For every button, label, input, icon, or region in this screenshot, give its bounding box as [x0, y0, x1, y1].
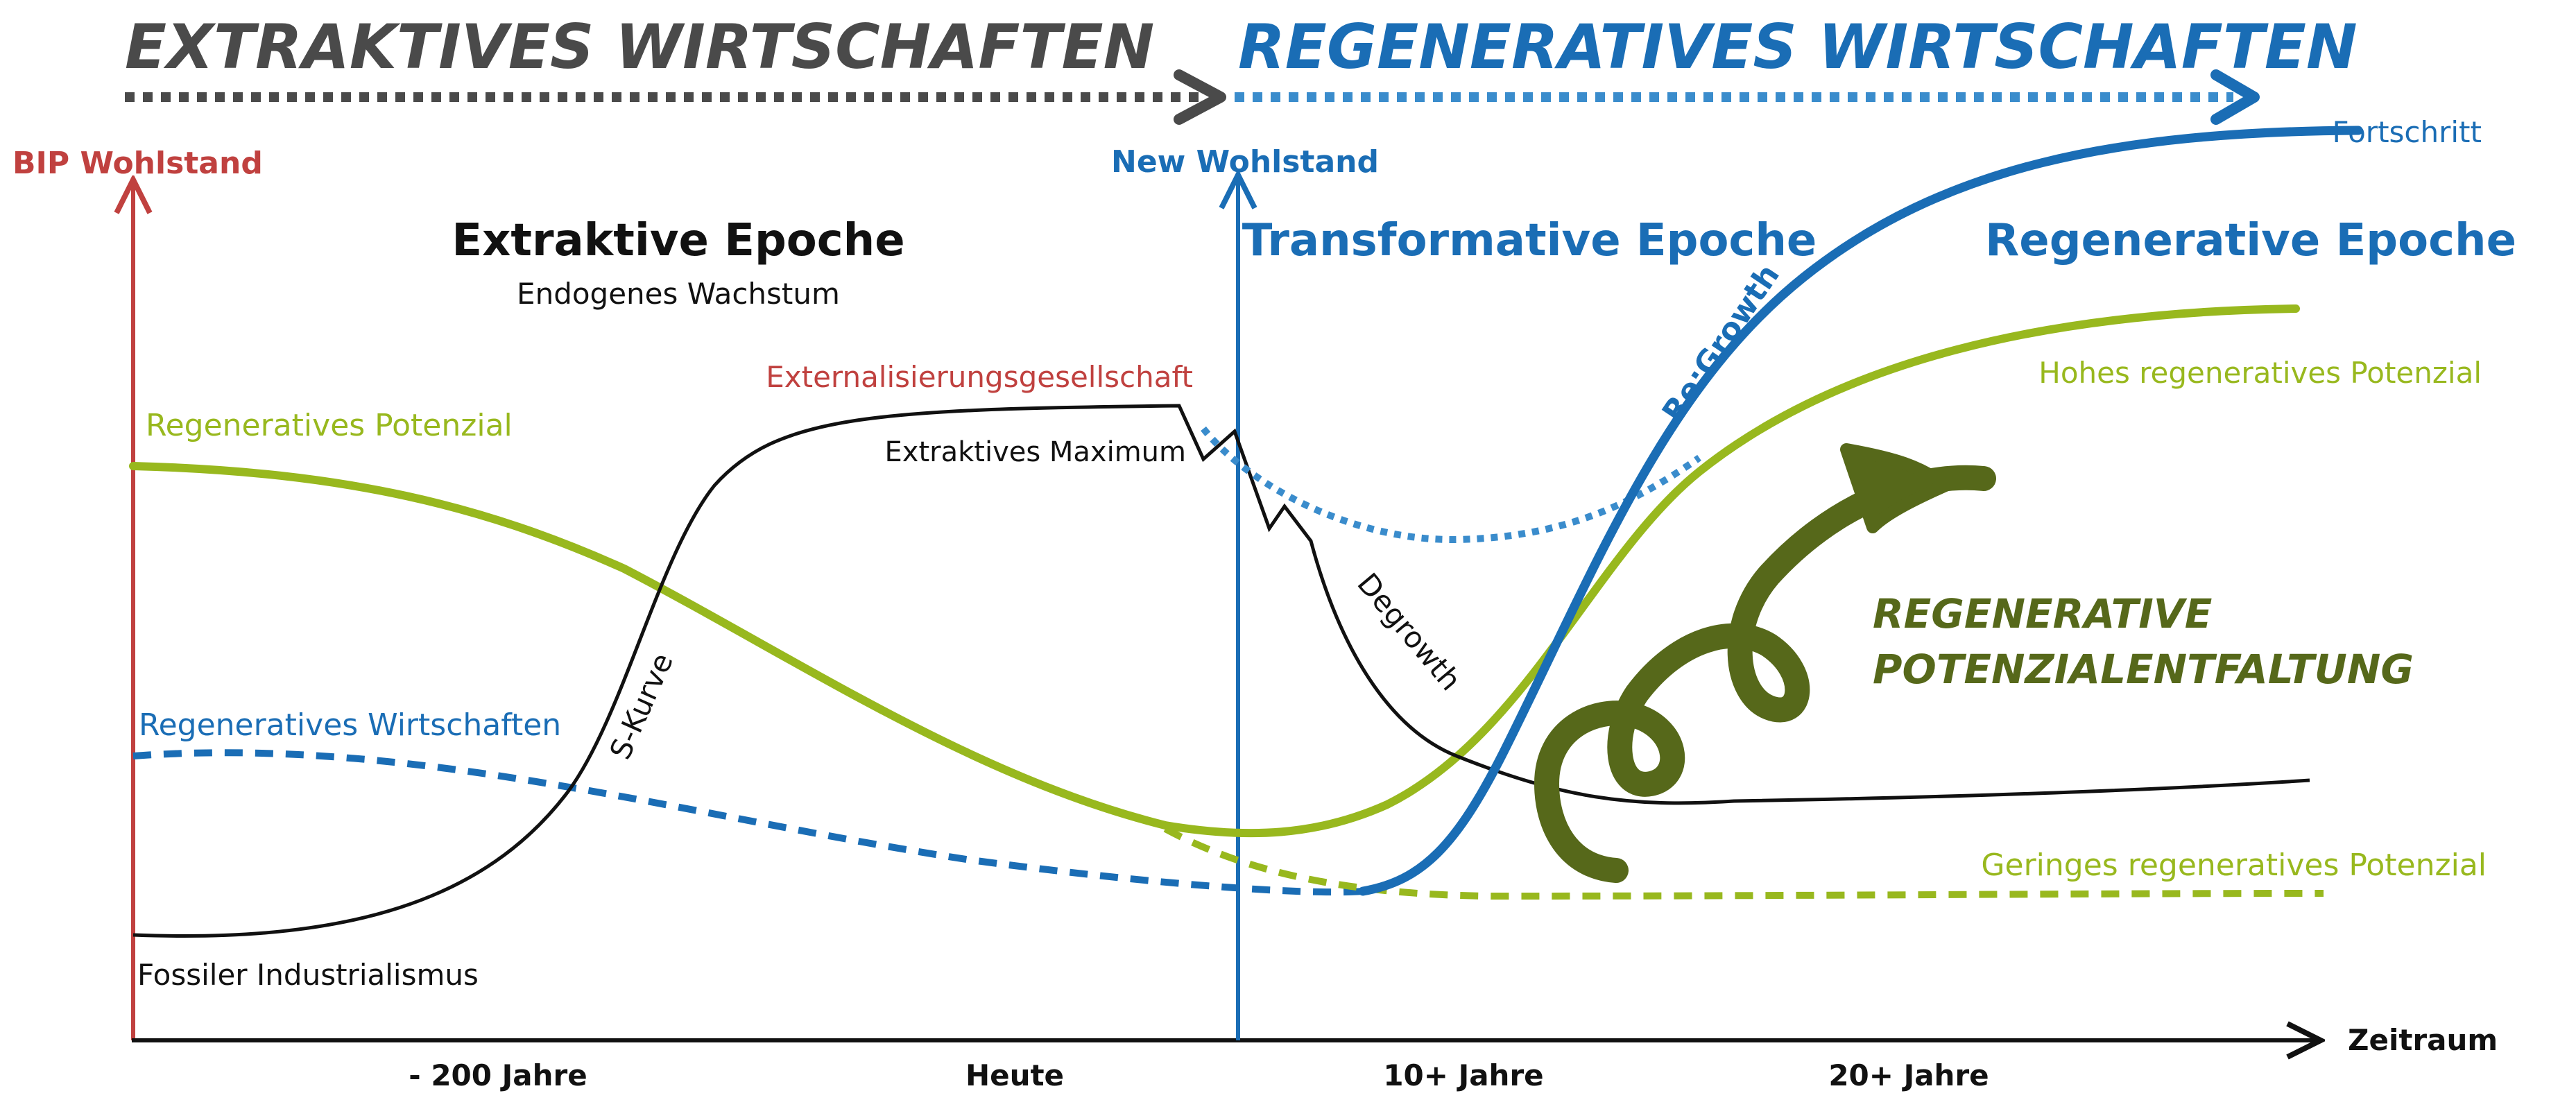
regenerative-arrowhead	[2210, 69, 2260, 125]
epoch-extractive-title: Extraktive Epoche	[452, 215, 904, 266]
header-extractive: EXTRAKTIVES WIRTSCHAFTEN	[125, 11, 1154, 83]
extractive-arrowhead	[1174, 69, 1226, 125]
tick-heute: Heute	[965, 1058, 1064, 1092]
label-hohes-potenzial: Hohes regeneratives Potenzial	[2038, 356, 2482, 390]
curve-s-kurve-degrowth	[132, 404, 2310, 938]
epoch-extractive-subtitle: Endogenes Wachstum	[517, 277, 840, 311]
axis-label-zeitraum: Zeitraum	[2348, 1023, 2498, 1057]
spiral-arrow	[1534, 465, 1996, 883]
epoch-regenerative-title: Regenerative Epoche	[1985, 215, 2516, 266]
label-geringes-potenzial: Geringes regeneratives Potenzial	[1981, 848, 2487, 883]
curve-regrowth-fortschritt	[1358, 126, 2363, 896]
axis-label-new-wohlstand: New Wohlstand	[1111, 144, 1379, 180]
curve-regeneratives-wirtschaften-dashed	[132, 749, 1364, 896]
label-regrowth: Re:Growth	[1656, 258, 1787, 429]
spiral-arrowhead	[1840, 443, 1952, 533]
curve-regeneratives-potenzial	[129, 304, 2300, 838]
label-fossiler-industrialismus: Fossiler Industrialismus	[137, 958, 479, 992]
label-extraktives-maximum: Extraktives Maximum	[885, 436, 1186, 468]
label-fortschritt: Fortschritt	[2332, 115, 2482, 149]
label-externalisierungsgesellschaft: Externalisierungsgesellschaft	[766, 360, 1193, 394]
label-entfaltung-line2: POTENZIALENTFALTUNG	[1873, 646, 2414, 693]
tick-10-jahre: 10+ Jahre	[1383, 1058, 1543, 1092]
tick-200-jahre: - 200 Jahre	[409, 1058, 587, 1092]
axis-label-bip: BIP Wohlstand	[12, 146, 263, 181]
header-regenerative: REGENERATIVES WIRTSCHAFTEN	[1238, 11, 2358, 83]
epoch-transformative-title: Transformative Epoche	[1242, 215, 1817, 266]
label-regeneratives-potenzial: Regeneratives Potenzial	[146, 408, 513, 443]
tick-20-jahre: 20+ Jahre	[1828, 1058, 1989, 1092]
label-entfaltung-line1: REGENERATIVE	[1873, 590, 2212, 637]
label-regeneratives-wirtschaften: Regeneratives Wirtschaften	[139, 707, 561, 743]
curve-dotted-dip	[1201, 426, 1701, 544]
curve-geringes-potenzial	[1163, 825, 2324, 900]
